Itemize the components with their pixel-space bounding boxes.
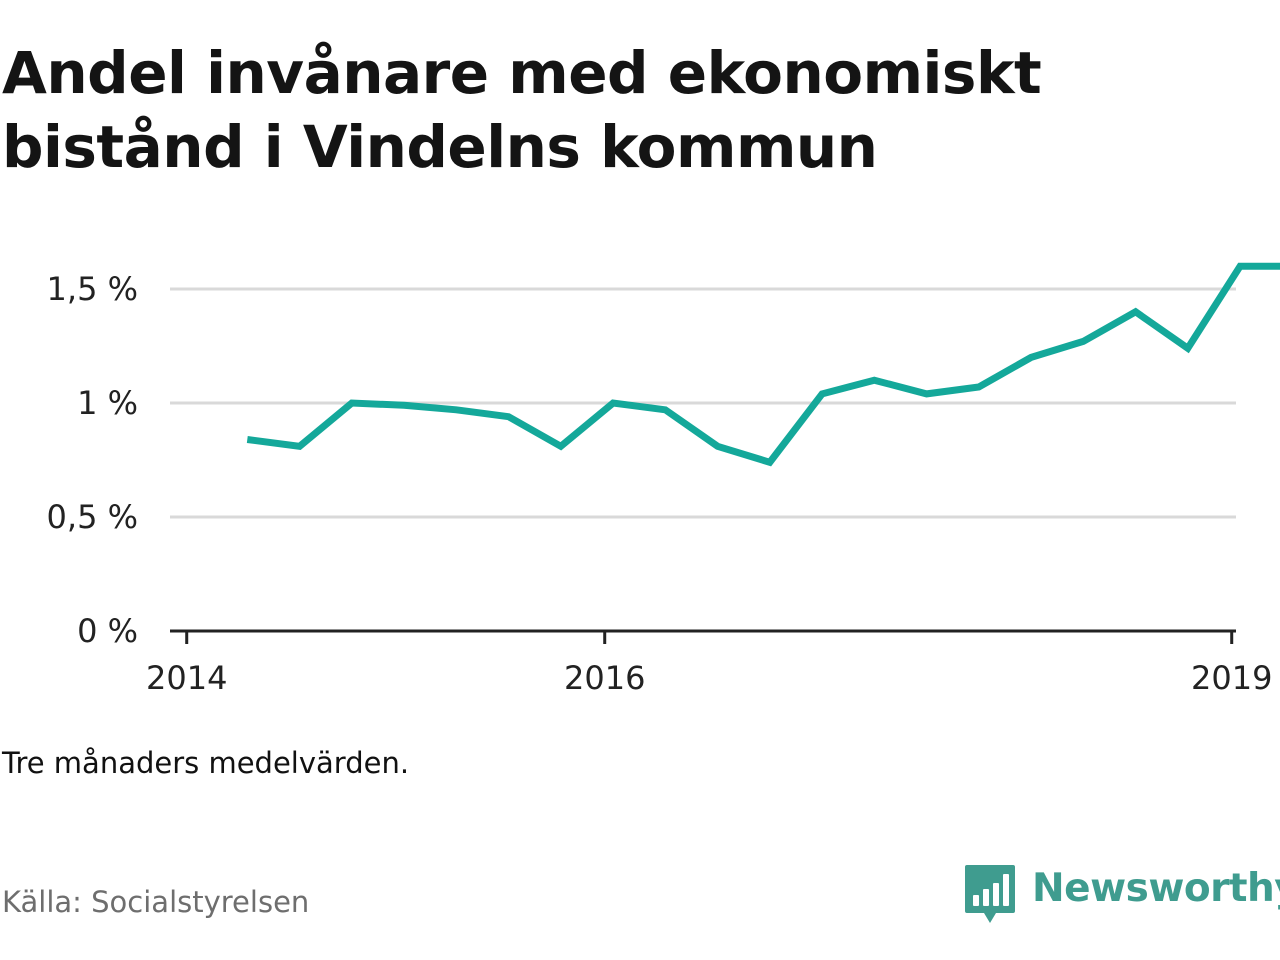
y-axis-labels: 0 % 0,5 % 1 % 1,5 % <box>47 270 138 650</box>
brand-logo: Newsworthy <box>964 862 1280 926</box>
y-tick-label: 1,5 % <box>47 270 138 308</box>
series-line <box>246 262 1280 467</box>
y-tick-label: 0,5 % <box>47 498 138 536</box>
source-credit: Källa: Socialstyrelsen <box>2 885 310 919</box>
x-axis-labels: 20142016201920212023 <box>146 659 1272 697</box>
y-tick-label: 1 % <box>77 384 138 422</box>
bar-chart-icon <box>965 865 1015 923</box>
line-chart: 0 %0,5 %1 %1,5 % 20142016201920212023 <box>47 262 1280 697</box>
x-axis <box>170 629 1236 644</box>
x-tick-label: 2019 <box>1191 659 1272 697</box>
gridlines <box>170 287 1236 519</box>
chart-title: Andel invånare med ekonomiskt bistånd i … <box>2 39 1042 181</box>
chart-note: Tre månaders medelvärden. <box>2 746 410 780</box>
brand-name: Newsworthy <box>1032 865 1280 911</box>
x-tick-label: 2016 <box>564 659 645 697</box>
y-tick-label: 0 % <box>77 612 138 650</box>
x-tick-label: 2014 <box>146 659 227 697</box>
series <box>246 262 1280 467</box>
